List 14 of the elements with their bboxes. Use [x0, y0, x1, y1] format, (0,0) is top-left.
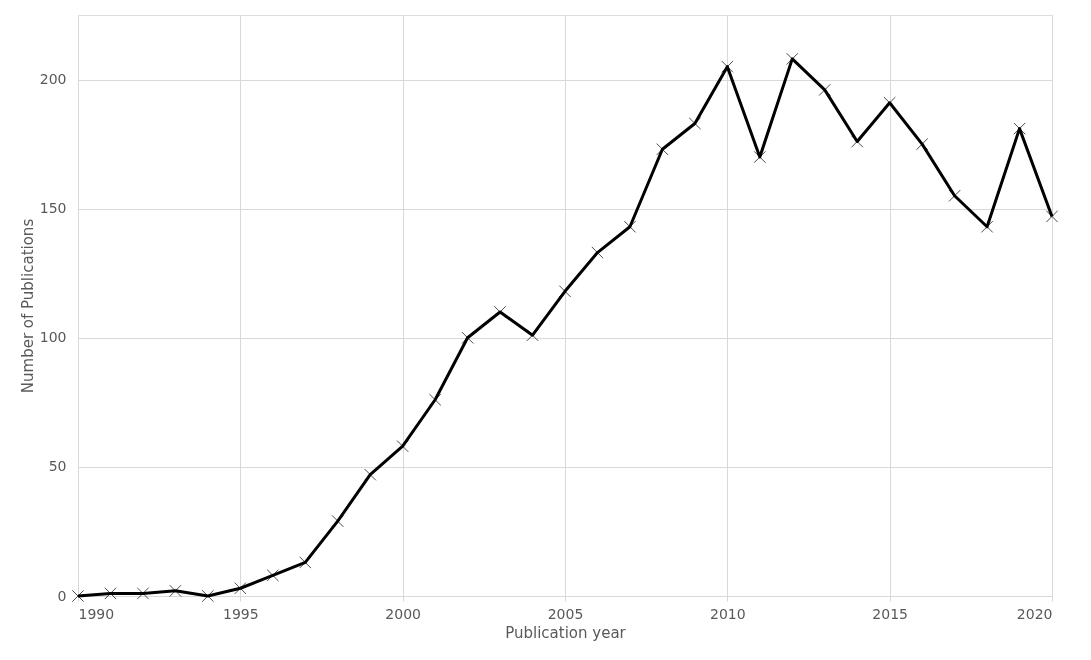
y-tick-label: 50 [48, 458, 67, 475]
x-tick-label: 2000 [385, 605, 421, 622]
y-tick-label: 0 [57, 587, 67, 604]
x-tick-label: 2010 [710, 605, 746, 622]
y-tick-label: 100 [39, 329, 67, 346]
y-tick-label: 200 [39, 71, 67, 88]
x-tick-label: 2005 [547, 605, 584, 622]
y-axis-title: Number of Publications [18, 218, 37, 394]
x-tick-label: 2020 [1016, 605, 1053, 622]
x-tick-label: 2015 [872, 605, 908, 622]
x-axis-title: Publication year [505, 623, 627, 642]
y-tick-label: 150 [39, 200, 67, 217]
x-tick-label: 1990 [78, 605, 115, 622]
x-tick-label: 1995 [223, 605, 259, 622]
